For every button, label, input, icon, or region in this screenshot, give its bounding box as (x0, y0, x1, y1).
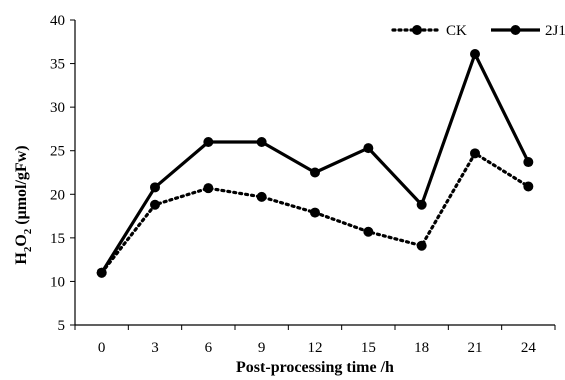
x-tick-label: 21 (468, 340, 483, 356)
y-tick-label: 5 (58, 318, 66, 334)
y-tick-label: 10 (50, 274, 65, 290)
series-layer (96, 48, 534, 278)
data-point-ck (363, 226, 374, 237)
x-tick-label: 15 (361, 340, 376, 356)
y-title-sub2: 2 (22, 228, 34, 234)
x-tick-label: 9 (258, 340, 266, 356)
data-point-2j1 (150, 182, 160, 193)
y-axis-title: H2O2 (μmol/gFw) (13, 145, 34, 264)
y-tick-label: 30 (50, 100, 65, 116)
data-point-ck (150, 199, 160, 210)
x-tick-label: 3 (151, 340, 159, 356)
data-point-2j1 (416, 199, 427, 210)
legend-marker-2j1 (510, 25, 521, 35)
x-tick-label: 0 (98, 340, 106, 356)
x-tick-label: 24 (521, 340, 537, 356)
x-axis-title: Post-processing time /h (236, 359, 394, 376)
data-point-2j1 (256, 137, 267, 147)
data-point-ck (310, 207, 320, 218)
y-tick-label: 20 (50, 187, 65, 203)
x-ticks: 0 3 6 9 12 15 18 21 24 (74, 325, 556, 356)
y-tick-label: 40 (50, 13, 65, 29)
x-tick-label: 18 (414, 340, 429, 356)
axes (74, 20, 555, 326)
data-point-ck (256, 191, 267, 202)
data-point-2j1 (203, 137, 214, 147)
x-tick-label: 6 (205, 340, 213, 356)
data-point-2j1 (363, 143, 374, 154)
y-tick-label: 35 (50, 57, 65, 73)
data-point-ck (523, 181, 534, 192)
y-title-sub1: 2 (22, 246, 34, 252)
data-point-2j1 (470, 48, 480, 59)
data-point-2j1 (523, 157, 534, 168)
data-point-2j1 (310, 167, 320, 178)
x-tick-label: 12 (308, 340, 323, 356)
legend-label-2j1: 2J1 (545, 23, 565, 39)
y-ticks: 5 10 15 20 25 30 35 40 (50, 13, 75, 334)
data-point-ck (416, 240, 427, 251)
data-point-ck (203, 183, 214, 194)
y-title-h: H (13, 252, 30, 265)
legend-label-ck: CK (446, 23, 467, 39)
data-point-ck (470, 148, 480, 159)
data-point-2j1 (96, 267, 107, 278)
y-tick-label: 25 (50, 144, 65, 160)
legend-marker-ck (412, 25, 422, 35)
y-title-o: O (13, 234, 30, 246)
series-line-2j1 (100, 52, 530, 274)
y-tick-label: 15 (50, 231, 65, 247)
y-title-rest: (μmol/gFw) (13, 145, 30, 228)
legend: CK 2J1 (391, 23, 565, 39)
